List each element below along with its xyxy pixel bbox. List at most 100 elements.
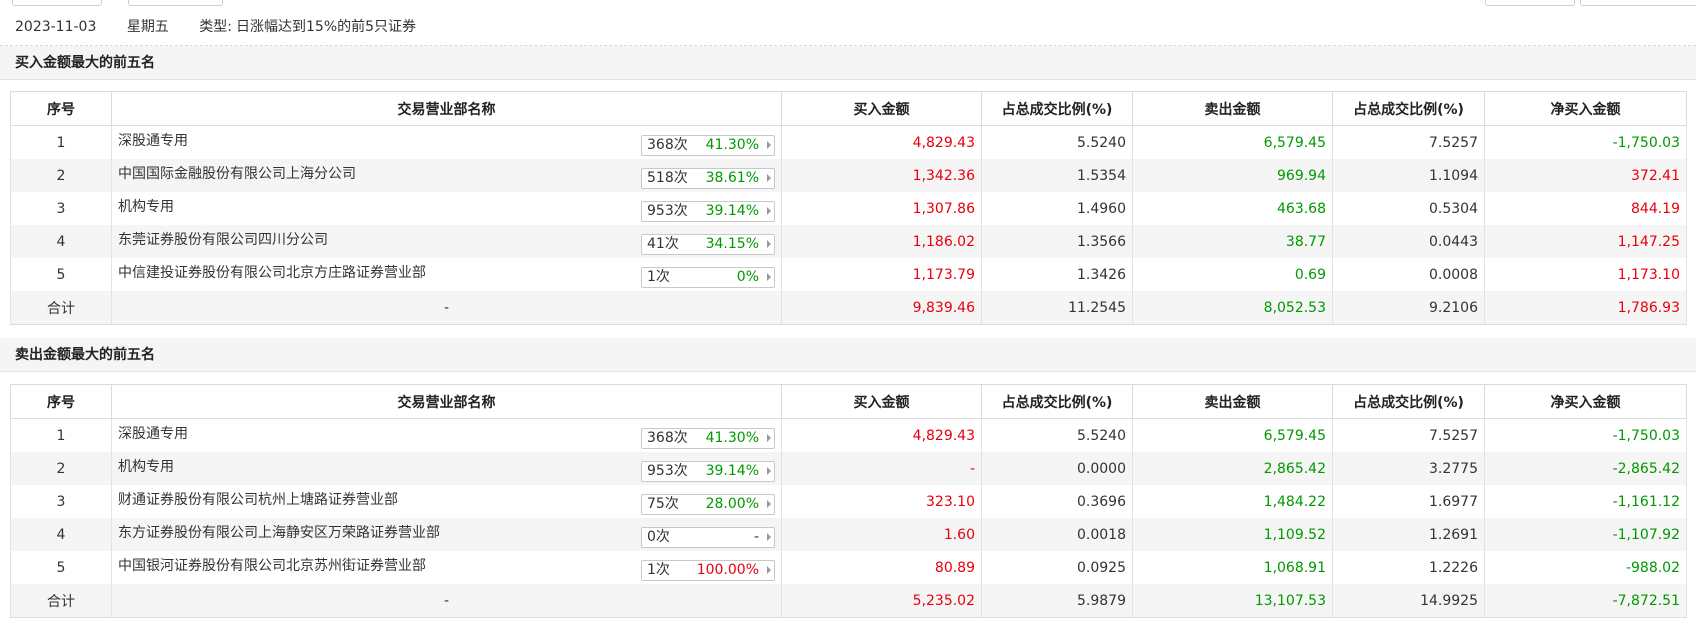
total-label: 合计 — [10, 584, 112, 618]
row-seq: 2 — [10, 159, 112, 192]
branch-name-cell: 953次 39.14% 机构专用 — [111, 452, 782, 485]
total-sell-amount: 8,052.53 — [1132, 291, 1333, 325]
table-row: 4 0次 - 东方证券股份有限公司上海静安区万荣路证券营业部 1.60 0.0018 1,1… — [10, 518, 1687, 551]
branch-name[interactable]: 财通证券股份有限公司杭州上塘路证券营业部 — [118, 491, 398, 508]
sell-amount: 38.77 — [1132, 225, 1333, 258]
buy-amount: 1,307.86 — [781, 192, 982, 225]
branch-success-rate: 28.00% — [705, 495, 759, 512]
branch-stats-pill[interactable]: 518次 38.61% — [641, 167, 775, 189]
branch-name[interactable]: 东方证券股份有限公司上海静安区万荣路证券营业部 — [118, 524, 440, 541]
total-sell-ratio: 9.2106 — [1332, 291, 1485, 325]
toolbar-button-left-2[interactable] — [128, 0, 223, 6]
branch-success-rate: 34.15% — [705, 235, 759, 252]
branch-name[interactable]: 中国银河证券股份有限公司北京苏州街证券营业部 — [118, 557, 426, 574]
sell-amount: 6,579.45 — [1132, 125, 1333, 159]
net-amount: -1,750.03 — [1484, 125, 1687, 159]
toolbar-button-right-1[interactable] — [1485, 0, 1575, 6]
buy-ratio: 0.0018 — [981, 518, 1133, 551]
branch-name-cell: 953次 39.14% 机构专用 — [111, 192, 782, 225]
branch-stats-pill[interactable]: 368次 41.30% — [641, 134, 775, 156]
col-buy-ratio-header: 占总成交比例(%) — [981, 91, 1133, 126]
branch-stats-pill[interactable]: 953次 39.14% — [641, 200, 775, 222]
branch-stats-pill[interactable]: 0次 - — [641, 526, 775, 548]
row-seq: 3 — [10, 192, 112, 225]
branch-name-cell: 0次 - 东方证券股份有限公司上海静安区万荣路证券营业部 — [111, 518, 782, 551]
total-sell-amount: 13,107.53 — [1132, 584, 1333, 618]
info-bar: 2023-11-03 星期五 类型: 日涨幅达到15%的前5只证券 — [15, 14, 442, 40]
branch-stats-pill[interactable]: 75次 28.00% — [641, 493, 775, 515]
total-buy-amount: 9,839.46 — [781, 291, 982, 325]
buy-amount: 1,186.02 — [781, 225, 982, 258]
buy-amount: 1.60 — [781, 518, 982, 551]
buy-top5-table: 序号 交易营业部名称 买入金额 占总成交比例(%) 卖出金额 占总成交比例(%) 净买入金额… — [10, 91, 1687, 325]
total-name-placeholder: - — [111, 291, 782, 325]
buy-ratio: 0.3696 — [981, 485, 1133, 518]
buy-amount: 80.89 — [781, 551, 982, 584]
branch-name[interactable]: 东莞证券股份有限公司四川分公司 — [118, 231, 328, 248]
branch-stats-pill[interactable]: 368次 41.30% — [641, 427, 775, 449]
branch-success-rate: 39.14% — [705, 462, 759, 479]
total-sell-ratio: 14.9925 — [1332, 584, 1485, 618]
buy-amount: 4,829.43 — [781, 125, 982, 159]
net-amount: 1,173.10 — [1484, 258, 1687, 291]
branch-count: 953次 — [647, 462, 688, 479]
total-net-amount: -7,872.51 — [1484, 584, 1687, 618]
col-net-amount-header: 净买入金额 — [1484, 384, 1687, 419]
sell-amount: 0.69 — [1132, 258, 1333, 291]
table-header-row: 序号 交易营业部名称 买入金额 占总成交比例(%) 卖出金额 占总成交比例(%) 净买入金额 — [10, 384, 1687, 419]
branch-name[interactable]: 机构专用 — [118, 198, 174, 215]
branch-success-rate: 38.61% — [705, 169, 759, 186]
branch-count: 41次 — [647, 235, 679, 252]
branch-stats-pill[interactable]: 41次 34.15% — [641, 233, 775, 255]
sell-ratio: 7.5257 — [1332, 125, 1485, 159]
sell-amount: 6,579.45 — [1132, 418, 1333, 452]
net-amount: -2,865.42 — [1484, 452, 1687, 485]
table-row: 1 368次 41.30% 深股通专用 4,829.43 5.5240 6,579.45 7.… — [10, 418, 1687, 452]
net-amount: 1,147.25 — [1484, 225, 1687, 258]
sell-ratio: 1.6977 — [1332, 485, 1485, 518]
branch-success-rate: 0% — [736, 268, 759, 285]
table-row: 5 1次 0% 中信建投证券股份有限公司北京方庄路证券营业部 1,173.79 1.342… — [10, 258, 1687, 291]
toolbar-button-left-1[interactable] — [12, 0, 102, 6]
col-branch-name-header: 交易营业部名称 — [111, 384, 782, 419]
sell-amount: 2,865.42 — [1132, 452, 1333, 485]
table-row: 1 368次 41.30% 深股通专用 4,829.43 5.5240 6,579.45 7.… — [10, 125, 1687, 159]
net-amount: -988.02 — [1484, 551, 1687, 584]
trade-date: 2023-11-03 — [15, 19, 97, 35]
branch-name[interactable]: 中国国际金融股份有限公司上海分公司 — [118, 165, 356, 182]
col-buy-amount-header: 买入金额 — [781, 384, 982, 419]
sell-ratio: 1.2226 — [1332, 551, 1485, 584]
branch-count: 75次 — [647, 495, 679, 512]
branch-name[interactable]: 深股通专用 — [118, 425, 188, 442]
col-sell-amount-header: 卖出金额 — [1132, 91, 1333, 126]
branch-name[interactable]: 中信建投证券股份有限公司北京方庄路证券营业部 — [118, 264, 426, 281]
branch-name-cell: 368次 41.30% 深股通专用 — [111, 125, 782, 159]
branch-name-cell: 1次 100.00% 中国银河证券股份有限公司北京苏州街证券营业部 — [111, 551, 782, 584]
col-seq-header: 序号 — [10, 384, 112, 419]
row-seq: 5 — [10, 551, 112, 584]
branch-stats-pill[interactable]: 953次 39.14% — [641, 460, 775, 482]
buy-ratio: 1.3426 — [981, 258, 1133, 291]
total-buy-ratio: 11.2545 — [981, 291, 1133, 325]
sell-amount: 969.94 — [1132, 159, 1333, 192]
row-seq: 4 — [10, 225, 112, 258]
branch-stats-pill[interactable]: 1次 100.00% — [641, 559, 775, 581]
arrow-right-icon — [767, 140, 771, 149]
sell-top5-table: 序号 交易营业部名称 买入金额 占总成交比例(%) 卖出金额 占总成交比例(%) 净买入金额… — [10, 384, 1687, 618]
sell-ratio: 3.2775 — [1332, 452, 1485, 485]
buy-amount: - — [781, 452, 982, 485]
branch-name-cell: 75次 28.00% 财通证券股份有限公司杭州上塘路证券营业部 — [111, 485, 782, 518]
branch-stats-pill[interactable]: 1次 0% — [641, 266, 775, 288]
toolbar-button-right-2[interactable] — [1580, 0, 1696, 6]
sell-ratio: 0.0008 — [1332, 258, 1485, 291]
row-seq: 4 — [10, 518, 112, 551]
branch-name[interactable]: 机构专用 — [118, 458, 174, 475]
net-amount: -1,107.92 — [1484, 518, 1687, 551]
top-toolbar-strip — [0, 0, 1696, 8]
branch-count: 1次 — [647, 268, 670, 285]
branch-name[interactable]: 深股通专用 — [118, 132, 188, 149]
buy-ratio: 1.5354 — [981, 159, 1133, 192]
table-row: 2 518次 38.61% 中国国际金融股份有限公司上海分公司 1,342.36 1.53… — [10, 159, 1687, 192]
branch-count: 0次 — [647, 528, 670, 545]
sell-section-title: 卖出金额最大的前五名 — [0, 338, 1696, 372]
